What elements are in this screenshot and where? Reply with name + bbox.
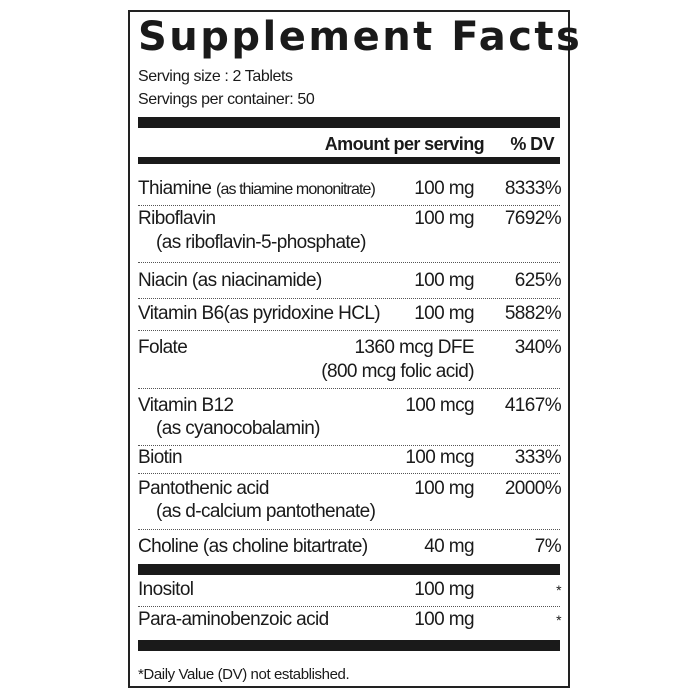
- nutrient-amount: 100 mg: [414, 270, 474, 291]
- nutrient-amount: 100 mg: [414, 579, 474, 600]
- nutrient-name: Biotin: [138, 447, 183, 468]
- nutrient-dv: 4167%: [504, 395, 562, 416]
- nutrient-name: Folate: [138, 337, 188, 358]
- row-divider: [138, 473, 560, 474]
- row-divider: [138, 298, 560, 299]
- nutrient-dv: 7%: [534, 536, 562, 557]
- nutrient-name: Thiamine (as thiamine mononitrate): [138, 178, 376, 199]
- nutrient-amount: 40 mg: [424, 536, 474, 557]
- nutrient-name: Inositol: [138, 579, 194, 600]
- nutrient-dv: 2000%: [504, 478, 562, 499]
- nutrient-amount: 100 mg: [414, 178, 474, 199]
- serving-size: Serving size : 2 Tablets: [138, 68, 293, 85]
- nutrient-dv: 340%: [514, 337, 562, 358]
- nutrient-amount: 1360 mcg DFE: [354, 337, 474, 358]
- row-divider: [138, 606, 560, 607]
- nutrient-amount: 100 mg: [414, 208, 474, 229]
- nutrient-name: Vitamin B6(as pyridoxine HCL): [138, 303, 381, 324]
- nutrient-name: Niacin (as niacinamide): [138, 270, 322, 291]
- header-dv: % DV: [510, 134, 554, 154]
- supplement-facts-label: Supplement Facts Serving size : 2 Tablet…: [128, 10, 580, 688]
- nutrient-source: (as riboflavin-5-phosphate): [156, 232, 366, 253]
- nutrient-name: Pantothenic acid: [138, 478, 269, 499]
- header-amount: Amount per serving: [324, 134, 485, 154]
- row-divider: [138, 388, 560, 389]
- divider-thick: [138, 117, 560, 128]
- nutrient-amount-detail: (800 mcg folic acid): [321, 361, 474, 382]
- nutrient-dv: 625%: [514, 270, 562, 291]
- row-divider: [138, 330, 560, 331]
- nutrient-amount: 100 mg: [414, 478, 474, 499]
- nutrient-amount: 100 mcg: [405, 447, 474, 468]
- servings-per-container: Servings per container: 50: [138, 91, 315, 108]
- nutrient-dv: 8333%: [504, 178, 562, 199]
- footnote: *Daily Value (DV) not established.: [138, 666, 350, 683]
- nutrient-dv: 333%: [514, 447, 562, 468]
- row-divider: [138, 445, 560, 446]
- row-divider: [138, 262, 560, 263]
- nutrient-name: Choline (as choline bitartrate): [138, 536, 368, 557]
- nutrient-source: (as cyanocobalamin): [156, 418, 321, 439]
- nutrient-amount: 100 mg: [414, 609, 474, 630]
- nutrient-amount: 100 mg: [414, 303, 474, 324]
- nutrient-amount: 100 mcg: [405, 395, 474, 416]
- nutrient-source: (as d-calcium pantothenate): [156, 501, 376, 522]
- nutrient-dv: *: [556, 612, 561, 628]
- nutrient-dv: 7692%: [504, 208, 562, 229]
- nutrient-dv: *: [556, 582, 561, 598]
- nutrient-dv: 5882%: [504, 303, 562, 324]
- label-title: Supplement Facts: [138, 14, 583, 60]
- row-divider: [138, 529, 560, 530]
- nutrient-name: Riboflavin: [138, 208, 216, 229]
- nutrient-name: Para-aminobenzoic acid: [138, 609, 329, 630]
- divider-medium: [138, 157, 560, 164]
- divider-thick: [138, 640, 560, 651]
- row-divider: [138, 205, 560, 206]
- divider-thick: [138, 564, 560, 575]
- nutrient-name: Vitamin B12: [138, 395, 234, 416]
